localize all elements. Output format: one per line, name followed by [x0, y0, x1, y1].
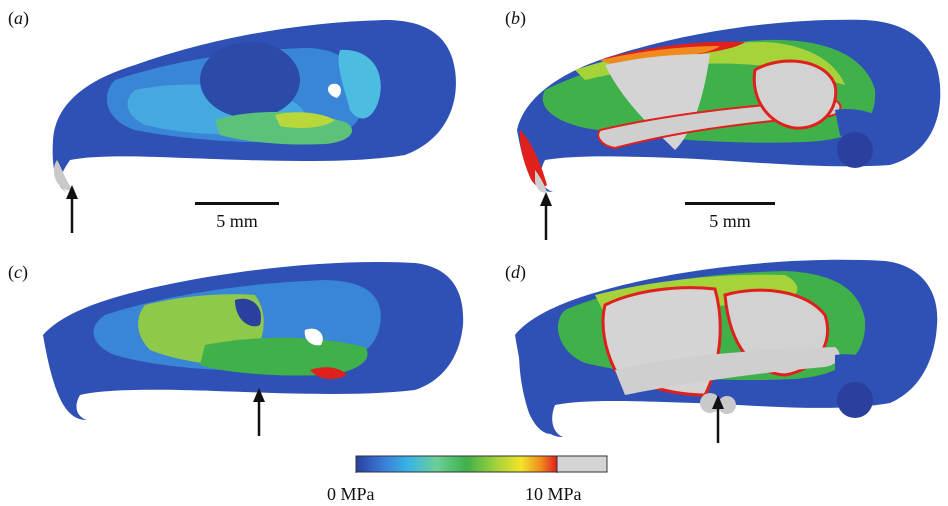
panel-label-d: (d) — [505, 262, 526, 282]
skull-image-a — [52, 20, 456, 192]
scale-bar-label: 5 mm — [216, 211, 258, 231]
panel-label-b: (b) — [505, 8, 526, 28]
panel-label-a: (a) — [8, 8, 29, 28]
arrow-icon-c — [253, 388, 265, 436]
skull-image-b — [517, 19, 941, 193]
scale-bar-right: 5 mm — [685, 202, 775, 232]
arrow-icon-b — [540, 192, 552, 240]
colorbar-min-label: 0 MPa — [327, 484, 375, 504]
stress-colorbar — [355, 455, 608, 473]
skull-image-c — [43, 261, 464, 420]
panel-label-c: (c) — [8, 262, 28, 282]
scale-bar-left: 5 mm — [195, 202, 279, 232]
scale-bar-line — [685, 202, 775, 205]
skull-image-d — [515, 259, 938, 437]
arrow-icon-d — [712, 395, 724, 443]
arrow-icon-a — [66, 185, 78, 233]
scale-bar-line — [195, 202, 279, 205]
scale-bar-label: 5 mm — [709, 211, 751, 231]
colorbar-max-label: 10 MPa — [525, 484, 582, 504]
